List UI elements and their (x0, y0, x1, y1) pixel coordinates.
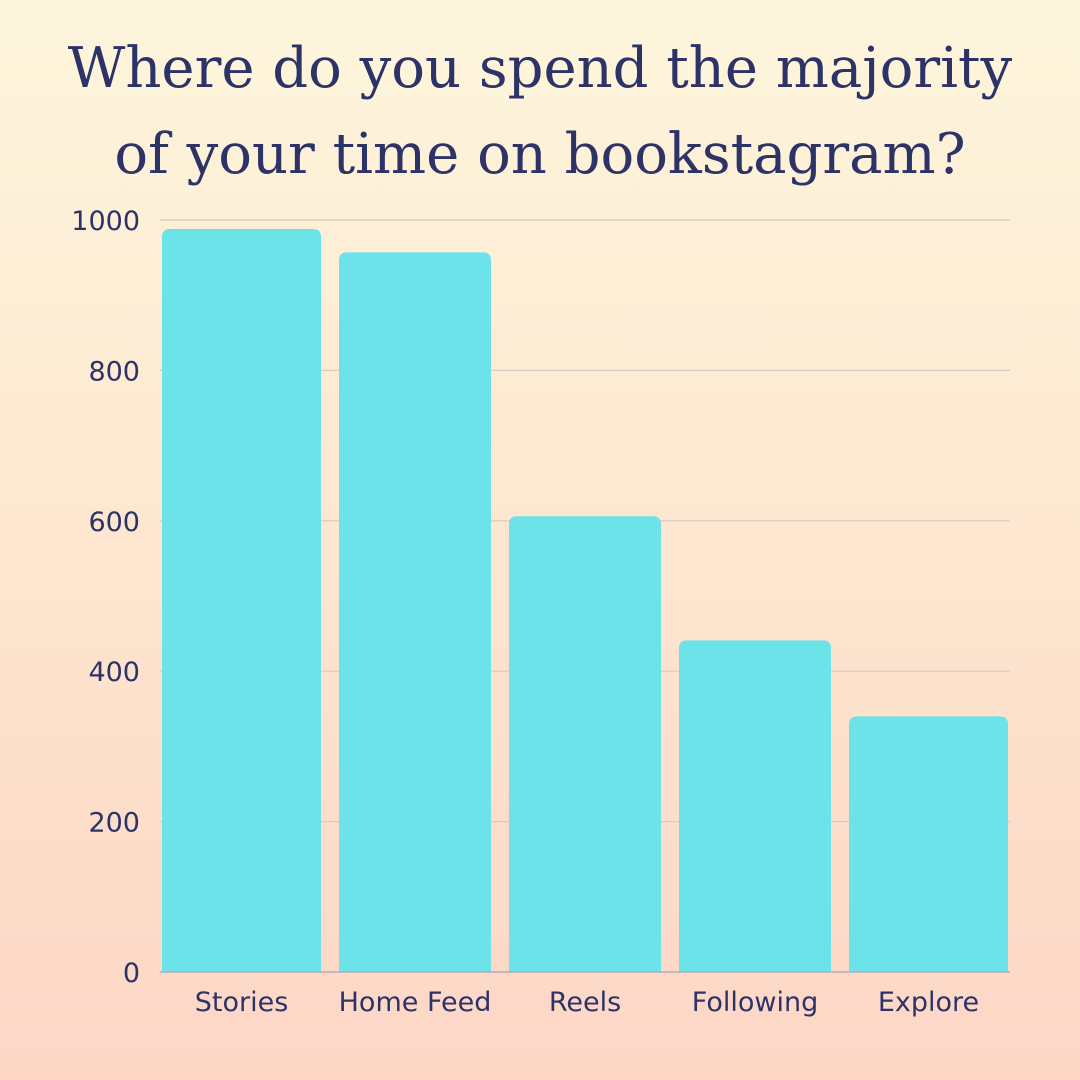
y-tick-label: 1000 (71, 206, 140, 237)
chart-title: Where do you spend the majority of your … (67, 36, 1013, 187)
bar (679, 640, 831, 972)
bar (339, 252, 491, 972)
y-tick-label: 0 (123, 958, 140, 989)
x-category-label: Reels (549, 987, 621, 1018)
y-tick-label: 200 (88, 808, 140, 839)
x-category-label: Following (692, 987, 818, 1018)
bar (509, 516, 661, 972)
y-tick-label: 400 (88, 657, 140, 688)
y-tick-label: 800 (88, 356, 140, 387)
x-category-label: Home Feed (339, 987, 492, 1018)
y-tick-label: 600 (88, 507, 140, 538)
bar (849, 716, 1008, 972)
bar (162, 229, 321, 973)
x-category-label: Stories (195, 987, 289, 1018)
x-category-label: Explore (878, 987, 979, 1018)
